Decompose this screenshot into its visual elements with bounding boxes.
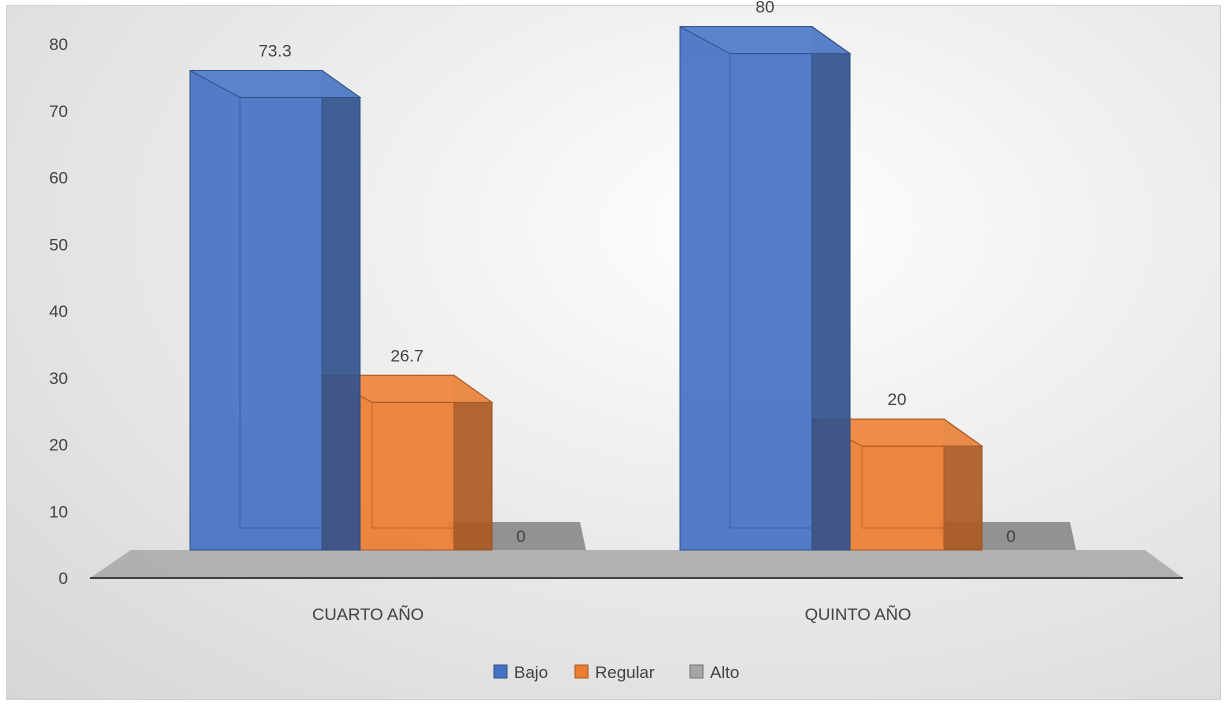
bar-bajo xyxy=(679,26,813,551)
legend: Bajo Regular Alto xyxy=(493,663,739,682)
legend-label-regular: Regular xyxy=(595,663,655,682)
legend-label-bajo: Bajo xyxy=(514,663,548,682)
floor-plane xyxy=(90,550,1183,578)
data-label: 80 xyxy=(756,0,775,17)
x-category-label: CUARTO AÑO xyxy=(312,605,424,624)
legend-label-alto: Alto xyxy=(710,663,739,682)
y-tick-label: 10 xyxy=(49,502,68,521)
bar-side-face xyxy=(811,25,851,551)
bar-top-face xyxy=(679,26,852,55)
data-label: 73.3 xyxy=(258,42,291,61)
y-tick-label: 30 xyxy=(49,369,68,388)
bar-top-face xyxy=(189,70,362,99)
data-label: 20 xyxy=(888,390,907,409)
y-tick-label: 40 xyxy=(49,302,68,321)
y-tick-label: 70 xyxy=(49,102,68,121)
y-tick-label: 60 xyxy=(49,169,68,188)
legend-swatch-alto xyxy=(689,664,704,679)
legend-swatch-bajo xyxy=(493,664,508,679)
y-tick-label: 0 xyxy=(59,569,68,588)
y-tick-label: 20 xyxy=(49,436,68,455)
x-category-label: QUINTO AÑO xyxy=(805,605,911,624)
y-tick-label: 50 xyxy=(49,235,68,254)
data-label: 0 xyxy=(516,527,525,546)
legend-swatch-regular xyxy=(574,664,589,679)
bar-bajo xyxy=(189,70,323,551)
bar-side-face xyxy=(321,69,361,551)
data-label: 26.7 xyxy=(390,346,423,365)
data-label: 0 xyxy=(1006,527,1015,546)
y-tick-label: 80 xyxy=(49,35,68,54)
